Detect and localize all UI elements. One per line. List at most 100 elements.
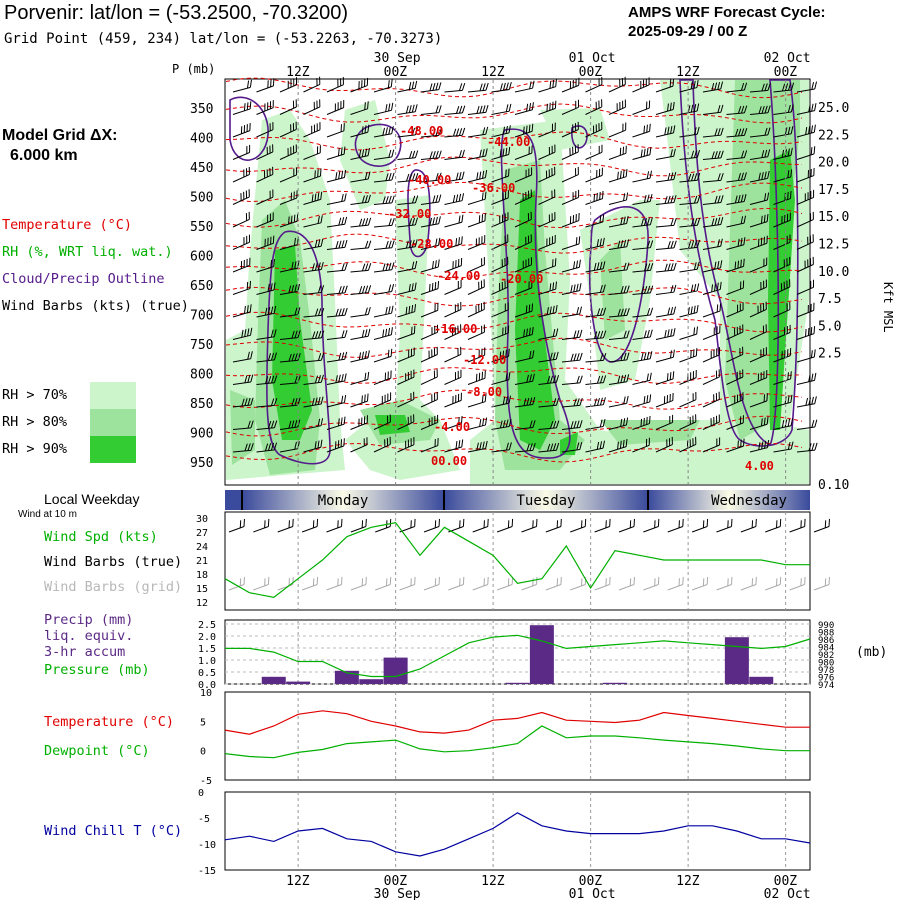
wind-barb — [655, 306, 677, 318]
wind-barb — [796, 81, 818, 93]
wind-barb — [514, 189, 532, 205]
wind-barb — [326, 239, 348, 250]
wind-barb — [491, 103, 512, 115]
wind-barb — [514, 420, 536, 430]
precip-bar — [505, 682, 530, 684]
temperature-contour — [225, 156, 803, 177]
wind-barb — [444, 392, 462, 408]
kft-tick-label: 10.0 — [818, 265, 849, 280]
wind-barb — [749, 170, 770, 183]
wind-barb — [491, 325, 510, 340]
temperature-contour-label: -12.00 — [463, 353, 506, 367]
temp-tick-label: 5 — [200, 717, 206, 728]
wind-barb — [749, 127, 771, 138]
wind-barb — [373, 370, 392, 385]
wind-barb — [538, 100, 557, 115]
wind-barb — [749, 324, 767, 340]
wind-speed-line — [224, 522, 810, 598]
wind-barb — [444, 171, 465, 183]
wind-barb — [491, 418, 512, 430]
wind-barb — [303, 352, 325, 363]
wind-barb — [232, 420, 254, 430]
kft-tick-label: 0.10 — [818, 478, 849, 493]
wind-barb — [232, 304, 252, 318]
wind-barb — [796, 146, 816, 160]
wind-barb — [350, 285, 372, 295]
pressure-tick-label: 974 — [818, 681, 834, 691]
wind-barb — [420, 437, 439, 453]
wind-barb — [232, 443, 254, 453]
temperature-contour — [225, 389, 803, 410]
wind-barb — [561, 329, 583, 340]
wind-barb — [702, 369, 720, 385]
weekday-segment — [444, 490, 648, 510]
wind-barb — [326, 351, 348, 363]
wind-barb — [303, 396, 324, 408]
wind-barb — [420, 369, 438, 385]
pressure-tick-label: 500 — [190, 191, 213, 206]
wind-barb — [350, 262, 372, 273]
wind-barb — [561, 352, 583, 363]
wind-barb — [232, 351, 253, 363]
wind-barb — [514, 234, 532, 250]
wind-barb — [326, 394, 347, 408]
wind-barb — [655, 217, 677, 228]
wind-barb — [585, 237, 605, 250]
wind-barb — [538, 420, 560, 430]
wind-barb — [350, 328, 371, 340]
wind-barb — [397, 260, 418, 273]
wind-barb — [326, 262, 348, 273]
wind-barb — [655, 195, 677, 205]
wind-barb — [796, 396, 817, 408]
windchill-tick-label: -10 — [198, 840, 216, 851]
wind-barb — [632, 415, 651, 430]
wind-barb — [491, 302, 509, 318]
wind-barb — [373, 327, 393, 340]
wind-barbs-true-label: Wind Barbs (true) — [44, 554, 183, 570]
wind-barb — [467, 370, 486, 385]
wind-barb — [279, 167, 298, 183]
wind-barb — [773, 394, 793, 408]
wind-barb-10m — [618, 576, 635, 591]
wind-barb — [749, 105, 771, 115]
bottom-hour-label: 00Z — [579, 874, 603, 889]
windchill-line — [224, 812, 811, 857]
wind-barb — [350, 77, 369, 93]
wind-barb — [256, 235, 275, 250]
wind-barb — [726, 346, 744, 363]
wind-barb — [420, 82, 442, 93]
top-hour-label: 12Z — [286, 65, 310, 80]
wind-barb — [726, 302, 744, 318]
wind-barb — [796, 326, 816, 340]
wind-barb — [256, 166, 274, 183]
wind-barb — [796, 372, 817, 385]
wind-barb — [796, 302, 815, 318]
wind-tick-label: 18 — [196, 570, 208, 581]
wind-barb-10m — [618, 518, 635, 533]
wind-barb — [679, 172, 701, 183]
wind-barb — [397, 80, 418, 93]
wind-barb — [632, 77, 650, 93]
weekday-segment — [648, 490, 810, 510]
wind-barb — [632, 351, 653, 363]
rh90-fill — [272, 150, 795, 455]
wind-barb — [397, 437, 415, 453]
wind-barb — [444, 149, 465, 160]
wind-barb — [585, 307, 607, 318]
model-grid-value: 6.000 km — [10, 147, 78, 164]
wind-barb — [326, 329, 348, 340]
wind-barb — [726, 82, 748, 93]
wind-barb-10m — [423, 518, 440, 533]
bottom-date-label: 02 Oct — [764, 887, 811, 900]
wind-barb — [561, 420, 583, 430]
wind-barb — [749, 370, 768, 385]
wind-barb — [702, 104, 724, 115]
wind-barb — [796, 167, 815, 183]
wind-barb — [538, 144, 556, 160]
wind-barb — [397, 127, 419, 138]
wind-barb — [467, 347, 486, 363]
model-grid-label: Model Grid ΔX: 6.000 km — [2, 126, 118, 166]
wind-barb — [420, 216, 441, 228]
wind-barb — [608, 262, 630, 273]
